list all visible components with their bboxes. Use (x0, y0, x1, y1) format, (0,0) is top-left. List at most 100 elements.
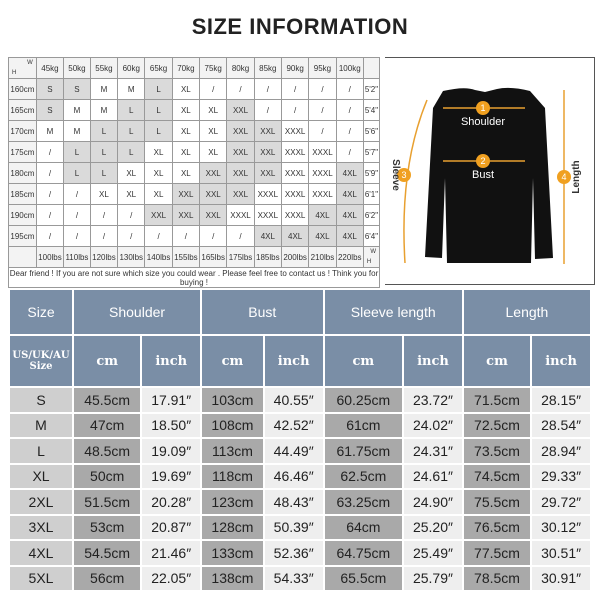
size-cell: M (89, 99, 119, 121)
size-cell: XXXL (253, 183, 282, 205)
size-cell: 3XL (10, 515, 72, 539)
cm-cell: 64.75cm (324, 541, 403, 565)
height-cell: 160cm (8, 78, 37, 100)
table-row: 190cm / / / / XXL XXL XXL XXXL XXXL XXXL 4XL 4XL 6'2" (8, 204, 381, 226)
shoulder-label: Shoulder (461, 116, 505, 128)
lbs-row: 100lbs 110lbs 120lbs 130lbs 140lbs 155lbs 165l… (8, 246, 381, 268)
inch-cell: 25.49″ (404, 541, 462, 565)
size-cell: / (199, 78, 228, 100)
corner-h: H (366, 259, 372, 265)
inch-cell: 30.12″ (532, 515, 590, 539)
size-cell: 4XL (335, 183, 364, 205)
marker-3: 3 (401, 170, 406, 180)
cm-cell: 118cm (202, 464, 263, 488)
size-cell: XL (171, 141, 201, 163)
header-inch: inch (532, 336, 590, 386)
corner-h: H (12, 70, 17, 76)
feet-cell: 5'7" (362, 141, 381, 163)
size-measurement-table: Size Shoulder Bust Sleeve length Length … (8, 288, 592, 592)
inch-cell: 40.55″ (264, 388, 323, 412)
size-cell: XL (117, 162, 146, 184)
size-cell: / (335, 120, 364, 142)
height-cell: 190cm (8, 204, 37, 226)
size-cell: / (63, 225, 91, 247)
inch-cell: 54.33″ (264, 566, 323, 590)
size-cell: L (117, 99, 146, 121)
size-cell: XL (171, 162, 201, 184)
weight-header: 50kg (63, 57, 91, 79)
size-cell: / (35, 183, 65, 205)
marker-1: 1 (480, 103, 485, 113)
table-row: S 45.5cm 17.91″ 103cm 40.55″ 60.25cm 23.72″ 71.… (10, 388, 590, 412)
size-cell: XL (199, 99, 228, 121)
size-cell: / (280, 99, 310, 121)
size-cell: XXL (253, 162, 282, 184)
size-cell: / (117, 204, 146, 226)
size-cell: S (10, 388, 72, 412)
table-row: 195cm / / / / / / //4XL 4XL 4XL 4XL 6'4" (8, 225, 381, 247)
size-cell: L (89, 141, 119, 163)
size-cell: XL (89, 183, 119, 205)
size-cell: XXL (199, 204, 228, 226)
cm-cell: 138cm (202, 566, 263, 590)
inch-cell: 52.36″ (264, 541, 323, 565)
inch-cell: 30.51″ (532, 541, 590, 565)
size-cell: / (226, 78, 255, 100)
cm-cell: 54.5cm (74, 541, 141, 565)
cm-cell: 73.5cm (463, 439, 531, 463)
inch-cell: 28.15″ (532, 388, 590, 412)
table-row: 5XL 56cm 22.05″ 138cm 54.33″ 65.5cm 25.79″ 78.5… (10, 566, 590, 590)
cm-cell: 50cm (74, 464, 141, 488)
lbs-cell: 110lbs (63, 246, 91, 268)
header-inch: inch (264, 336, 323, 386)
lbs-cell: 165lbs (199, 246, 228, 268)
weight-header: 65kg (144, 57, 173, 79)
size-cell: 4XL (335, 162, 364, 184)
size-cell: XXL (171, 204, 201, 226)
size-cell: XXL (226, 120, 255, 142)
lbs-cell: 100lbs (35, 246, 65, 268)
header-bust: Bust (202, 290, 323, 334)
cm-cell: 108cm (202, 413, 263, 437)
size-cell: / (35, 204, 65, 226)
size-cell: 4XL (335, 204, 364, 226)
table-row: M 47cm 18.50″ 108cm 42.52″ 61cm 24.02″ 72.5cm 28… (10, 413, 590, 437)
lbs-cell: 120lbs (89, 246, 119, 268)
height-cell: 195cm (8, 225, 37, 247)
feet-cell: 5'4" (362, 99, 381, 121)
size-cell: M (35, 120, 65, 142)
table-row: 170cm M M L L L XL XL XXL XXL XXXL //5'6" (8, 120, 381, 142)
inch-cell: 25.79″ (404, 566, 462, 590)
size-cell: XL (199, 141, 228, 163)
table-row: 175cm / L L L XL XL XL XXL XXL XXXL XXXL/5'7" (8, 141, 381, 163)
size-cell: XXXL (253, 204, 282, 226)
size-cell: XXL (199, 183, 228, 205)
size-cell: XXL (226, 183, 255, 205)
weight-header: 90kg (280, 57, 310, 79)
inch-cell: 24.02″ (404, 413, 462, 437)
table-row: 160cm S S M M L XL / / / / //5'2" (8, 78, 381, 100)
inch-cell: 23.72″ (404, 388, 462, 412)
inch-cell: 29.33″ (532, 464, 590, 488)
lbs-cell: 130lbs (117, 246, 146, 268)
weight-header: 45kg (35, 57, 65, 79)
size-cell: / (335, 99, 364, 121)
size-cell: XL (171, 78, 201, 100)
weight-header: 70kg (171, 57, 201, 79)
header-size: Size (10, 290, 72, 334)
corner-w: W (27, 60, 33, 66)
size-cell: / (35, 162, 65, 184)
size-cell: XXL (144, 204, 173, 226)
size-cell: L (144, 99, 173, 121)
size-cell: / (308, 120, 337, 142)
size-cell: 4XL (308, 204, 337, 226)
size-cell: M (10, 413, 72, 437)
cm-cell: 63.25cm (324, 490, 403, 514)
size-cell: L (10, 439, 72, 463)
table-row: 180cm / L L XL XL XL XXL XXL XXL XXXL XXXL 4XL 5'9" (8, 162, 381, 184)
inch-cell: 46.46″ (264, 464, 323, 488)
cm-cell: 103cm (202, 388, 263, 412)
inch-cell: 20.87″ (142, 515, 201, 539)
header-inch: inch (404, 336, 462, 386)
